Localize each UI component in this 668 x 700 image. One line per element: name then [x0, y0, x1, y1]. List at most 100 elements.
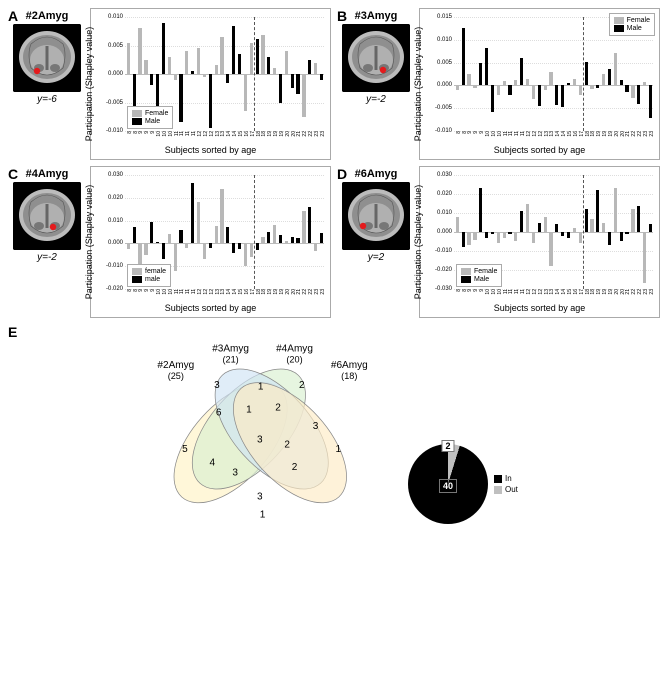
ytick: 0.020 [108, 195, 125, 201]
xtick: 17 [250, 289, 256, 295]
bar [643, 82, 646, 86]
panel-label: B [337, 8, 347, 24]
chart-legend: female male [127, 264, 171, 287]
svg-text:1: 1 [258, 382, 264, 393]
bar [596, 85, 599, 87]
bar [308, 60, 311, 74]
xtick: 17 [250, 131, 256, 137]
y-axis-label: Participation (Shapley value) [413, 27, 423, 142]
bar [637, 206, 640, 232]
ytick: 0.030 [437, 172, 454, 178]
bar [485, 48, 488, 85]
xtick: 10 [162, 289, 168, 295]
bar [631, 85, 634, 98]
bar [150, 222, 153, 244]
bar [485, 232, 488, 238]
bar [649, 85, 652, 118]
chart-legend: Female Male [456, 264, 502, 287]
bar [573, 228, 576, 232]
bar [285, 51, 288, 74]
ytick: -0.010 [435, 128, 454, 134]
xtick: 10 [491, 289, 497, 295]
bar [596, 190, 599, 232]
region-title: #3Amyg [355, 10, 398, 22]
x-axis-label: Subjects sorted by age [494, 303, 586, 313]
bar [649, 224, 652, 232]
bar [279, 235, 282, 243]
pie-legend-out: Out [505, 485, 518, 494]
bar [544, 85, 547, 90]
age-threshold-line [583, 175, 584, 289]
bar [538, 85, 541, 106]
bar [544, 217, 547, 232]
bar [637, 85, 640, 103]
svg-text:#2Amyg: #2Amyg [157, 360, 194, 371]
bar [491, 85, 494, 111]
ytick: 0.010 [108, 218, 125, 224]
xtick: 12 [209, 131, 215, 137]
ytick: 0.000 [108, 240, 125, 246]
bar [314, 63, 317, 74]
bar-chart: -0.020-0.0100.0000.0100.0200.03088999101… [90, 166, 331, 318]
xtick: 16 [573, 289, 579, 295]
bar [503, 232, 506, 238]
bar [314, 243, 317, 251]
xtick: 20 [285, 131, 291, 137]
bar [308, 207, 311, 243]
svg-text:1: 1 [336, 444, 342, 455]
y-axis-label: Participation (Shapley value) [84, 185, 94, 300]
bar [302, 211, 305, 243]
bar [144, 60, 147, 74]
bar [244, 243, 247, 266]
bar [168, 234, 171, 243]
bar [514, 80, 517, 85]
svg-text:2: 2 [275, 403, 281, 414]
xtick: 10 [491, 131, 497, 137]
bar [456, 85, 459, 90]
bar [232, 26, 235, 74]
bar [150, 74, 153, 85]
panel-label: D [337, 166, 347, 182]
xtick: 12 [538, 131, 544, 137]
ytick: 0.000 [437, 229, 454, 235]
bar [261, 35, 264, 74]
svg-text:6: 6 [216, 407, 222, 418]
bar [532, 85, 535, 99]
ytick: -0.010 [435, 248, 454, 254]
xtick: 23 [649, 289, 655, 295]
ytick: 0.030 [108, 172, 125, 178]
bar [520, 58, 523, 85]
bar [508, 232, 511, 234]
bar [302, 74, 305, 117]
x-axis-label: Subjects sorted by age [165, 145, 257, 155]
xtick: 10 [497, 131, 503, 137]
brain-image [342, 24, 410, 92]
xtick: 12 [538, 289, 544, 295]
bar [179, 74, 182, 122]
bar [320, 74, 323, 80]
chart-legend: Female Male [609, 13, 655, 36]
bar [567, 83, 570, 85]
bar [215, 226, 218, 243]
xtick: 20 [614, 289, 620, 295]
ytick: -0.030 [435, 286, 454, 292]
bar [608, 69, 611, 85]
bar [549, 232, 552, 266]
bar [514, 232, 517, 241]
bar [573, 79, 576, 86]
bar [209, 243, 212, 248]
ytick: -0.020 [435, 267, 454, 273]
x-axis-label: Subjects sorted by age [494, 145, 586, 155]
bar-chart: -0.010-0.0050.0000.0050.0108899910101011… [90, 8, 331, 160]
bar [479, 63, 482, 86]
bar [296, 74, 299, 94]
bar [267, 232, 270, 243]
brain-image [13, 24, 81, 92]
xtick: 10 [168, 131, 174, 137]
bar [491, 232, 494, 234]
ytick: 0.020 [437, 191, 454, 197]
bar [138, 243, 141, 264]
bar [250, 243, 253, 257]
svg-text:2: 2 [284, 439, 290, 450]
panel-A: A#2Amyg y=-6-0.010-0.0050.0000.0050.0108… [8, 8, 331, 160]
